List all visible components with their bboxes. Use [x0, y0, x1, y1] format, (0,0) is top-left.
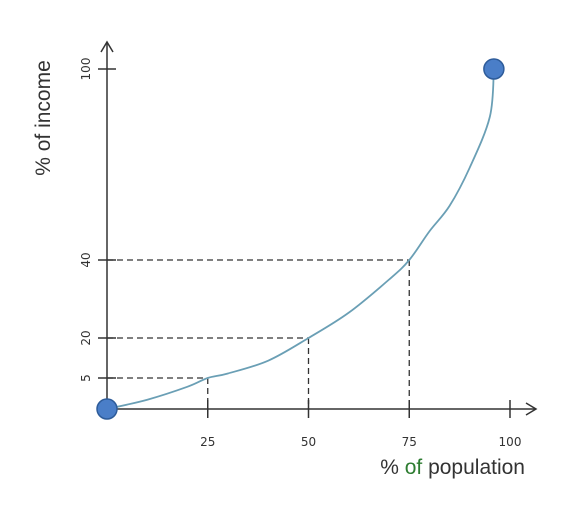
y-tick-label-20: 20 [79, 330, 93, 345]
y-tick-label-100: 100 [79, 58, 93, 81]
start-point-marker [96, 398, 118, 420]
y-tick-label-5: 5 [79, 374, 93, 382]
x-axis-arrow [525, 402, 538, 416]
axes [100, 40, 538, 416]
x-tick-label-50: 50 [301, 435, 316, 449]
x-tick-label-25: 25 [200, 435, 215, 449]
y-axis-arrow [100, 40, 114, 53]
x-tick-label-100: 100 [499, 435, 522, 449]
x-tick-label-75: 75 [402, 435, 417, 449]
markers [96, 58, 505, 420]
curve-layer [106, 68, 495, 410]
end-point-marker [483, 58, 505, 80]
y-tick-label-40: 40 [79, 252, 93, 267]
ticks: 25 50 75 100 5 20 40 100 [79, 58, 521, 449]
y-axis-title: % of income [32, 60, 55, 176]
x-axis-title: % of population [380, 456, 525, 479]
guide-lines [107, 259, 410, 409]
lorenz-curve [106, 68, 495, 410]
